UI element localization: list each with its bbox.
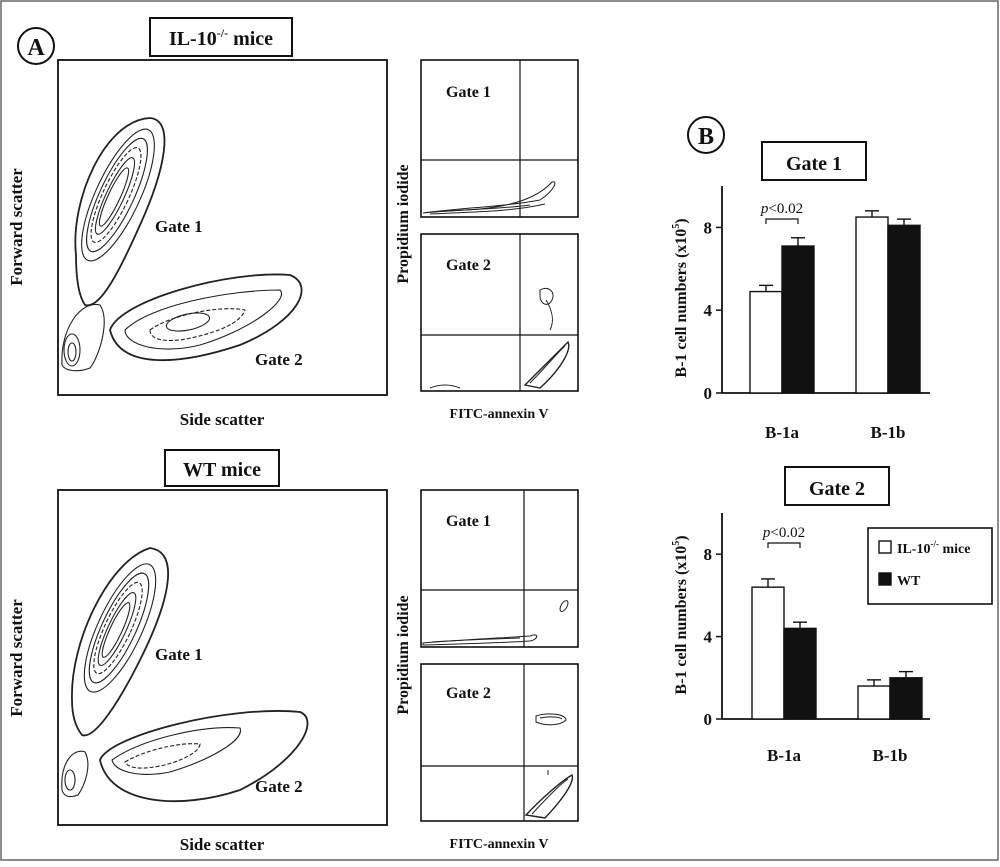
bottom-flow-gate2-plot: Gate 2 — [420, 663, 579, 822]
bottom-gate2-contours — [99, 710, 309, 803]
chart1-bar — [749, 290, 783, 394]
legend-swatch-il10 — [878, 540, 892, 554]
top-scatter-plot: Gate 1 Gate 2 — [57, 59, 388, 396]
bottom-title: WT mice — [183, 459, 261, 481]
legend-label-wt: WT — [897, 574, 921, 589]
chart1-significance-bracket — [765, 218, 799, 224]
bottom-gate1-label: Gate 1 — [155, 645, 203, 664]
chart1-ytick-label: 0 — [704, 384, 713, 403]
top-flow-gate1-label: Gate 1 — [446, 84, 491, 101]
bottom-flow-xlabel: FITC-annexin V — [450, 837, 549, 852]
chart1-category-label: B-1a — [765, 423, 800, 442]
chart2-ytick-label: 8 — [704, 545, 713, 564]
chart2-category-label: B-1a — [767, 746, 802, 765]
chart1-ytick-label: 8 — [704, 218, 713, 237]
chart2-bar — [751, 586, 785, 720]
chart2-ytick-label: 4 — [704, 628, 713, 647]
top-flow-gate2-label: Gate 2 — [446, 257, 491, 274]
chart2-significance-label: p<0.02 — [762, 525, 805, 541]
top-scatter-xlabel: Side scatter — [180, 410, 265, 429]
panel-a-circle — [17, 27, 55, 65]
panel-b-circle — [687, 116, 725, 154]
legend: IL-10-/- mice WT — [867, 527, 993, 605]
legend-frame — [867, 527, 993, 605]
bottom-title-box — [164, 449, 280, 487]
top-gate1-label: Gate 1 — [155, 217, 203, 236]
chart2-bar — [889, 677, 923, 720]
top-gate2-contours — [109, 273, 303, 362]
legend-label-il10: IL-10-/- mice — [897, 539, 970, 557]
panel-a-letter: A — [27, 35, 45, 61]
chart1-ytick-label: 4 — [704, 301, 713, 320]
bottom-flow-gate1-plot: Gate 1 — [420, 489, 579, 648]
top-flow-xlabel: FITC-annexin V — [450, 407, 549, 422]
bottom-debris-contours — [61, 750, 89, 798]
bottom-scatter-ylabel: Forward scatter — [7, 599, 26, 717]
top-title: IL-10-/- mice — [169, 26, 273, 50]
panel-b-letter: B — [698, 124, 714, 150]
chart2-title-box — [784, 466, 890, 506]
top-scatter-frame — [57, 59, 388, 396]
chart1-bar — [781, 245, 815, 394]
bottom-scatter-frame — [57, 489, 388, 826]
chart1-bar — [887, 224, 921, 394]
chart2-ytick-label: 0 — [704, 710, 713, 729]
chart2-category-label: B-1b — [873, 746, 908, 765]
bottom-flow-gate2-label: Gate 2 — [446, 685, 491, 702]
bottom-scatter-xlabel: Side scatter — [180, 835, 265, 854]
legend-swatch-wt — [878, 572, 892, 586]
bottom-flow-gate1-label: Gate 1 — [446, 513, 491, 530]
top-gate2-label: Gate 2 — [255, 350, 303, 369]
chart2-title: Gate 2 — [809, 478, 865, 500]
bottom-gate1-contours — [71, 547, 169, 737]
chart2-ylabel: B-1 cell numbers (x105) — [671, 535, 690, 694]
top-flow-gate2-plot: Gate 2 — [420, 233, 579, 392]
chart1-title-box — [761, 141, 867, 181]
top-scatter-ylabel: Forward scatter — [7, 168, 26, 286]
top-debris-contours — [61, 303, 105, 372]
chart2-bar — [857, 685, 891, 720]
chart1-significance-label: p<0.02 — [760, 201, 803, 217]
bottom-scatter-plot: Gate 1 Gate 2 — [57, 489, 388, 826]
chart1-plot: 0 4 8 B-1a B-1b p<0.02 — [704, 186, 930, 442]
chart1-bar — [855, 216, 889, 394]
chart2-plot: 0 4 8 B-1a B-1b p<0.02 — [704, 513, 930, 765]
chart2-significance-bracket — [767, 542, 801, 548]
top-flow-ylabel: Propidium iodide — [395, 164, 412, 283]
top-title-box — [149, 17, 293, 57]
chart2-bar — [783, 627, 817, 720]
chart1-ylabel: B-1 cell numbers (x105) — [671, 218, 690, 377]
bottom-flow-ylabel: Propidium iodide — [395, 595, 412, 714]
top-gate1-contours — [74, 117, 166, 307]
top-flow-gate1-plot: Gate 1 — [420, 59, 579, 218]
chart1-category-label: B-1b — [871, 423, 906, 442]
bottom-gate2-label: Gate 2 — [255, 777, 303, 796]
chart1-title: Gate 1 — [786, 153, 842, 175]
